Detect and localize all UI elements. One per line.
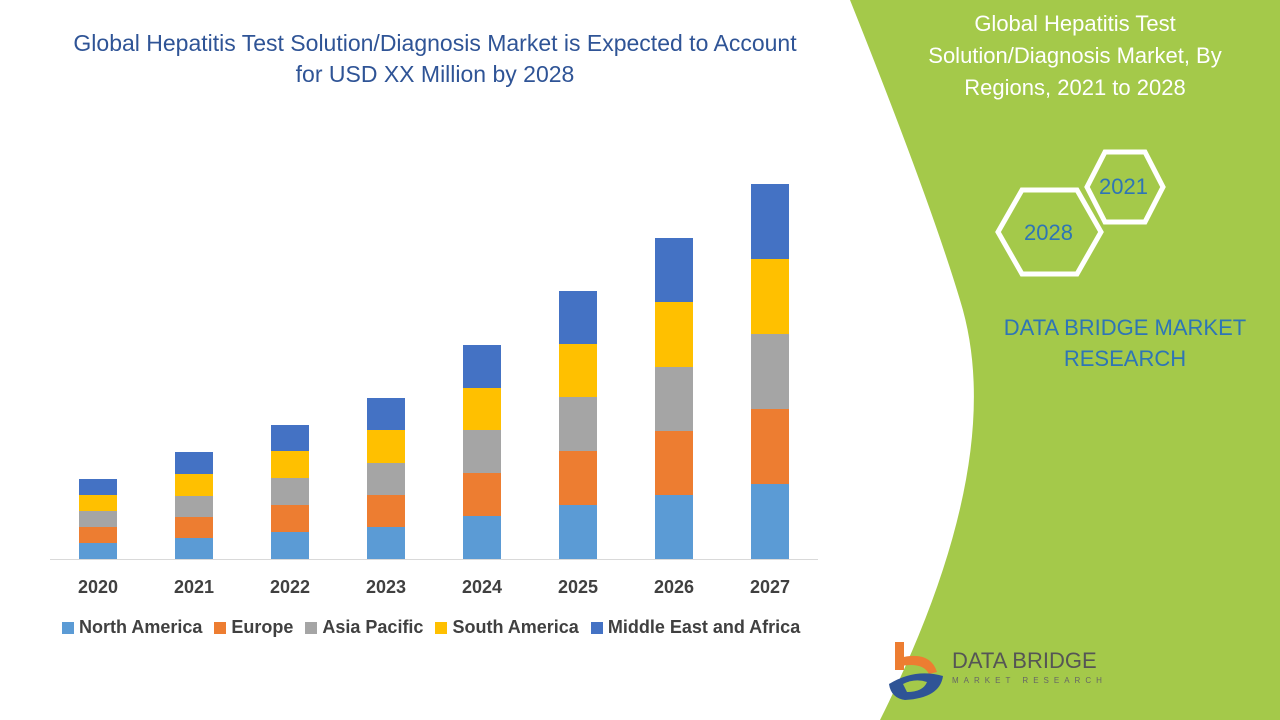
bar-segment (367, 495, 405, 527)
bar-segment (463, 516, 501, 559)
bar-segment (751, 334, 789, 409)
bar-segment (463, 473, 501, 516)
bar-segment (655, 302, 693, 367)
bar-segment (175, 452, 213, 474)
legend-swatch (305, 621, 318, 634)
hex-year-2021: 2021 (1099, 174, 1148, 199)
bar-segment (175, 496, 213, 517)
data-bridge-logo-icon (889, 642, 943, 700)
legend-swatch (435, 621, 448, 634)
bar-segment (271, 425, 309, 451)
bar-segment (271, 478, 309, 505)
bar-segment (751, 409, 789, 484)
x-tick-label: 2024 (462, 577, 502, 597)
legend-item: North America (62, 617, 202, 638)
bar-segment (559, 291, 597, 344)
x-tick-label: 2027 (750, 577, 790, 597)
bar-segment (751, 259, 789, 334)
green-panel (850, 0, 1280, 720)
x-tick-label: 2023 (366, 577, 406, 597)
legend-swatch (214, 621, 227, 634)
bar-segment (175, 538, 213, 559)
bar-segment (559, 397, 597, 451)
bar-segment (79, 479, 117, 495)
legend-label: Middle East and Africa (607, 617, 801, 637)
brand-name: DATA BRIDGE MARKET RESEARCH (1003, 315, 1247, 371)
bar-segment (367, 398, 405, 430)
bar-segment (463, 388, 501, 430)
bar-segment (175, 474, 213, 496)
bar-segment (79, 495, 117, 511)
bar-segment (175, 517, 213, 538)
x-tick-label: 2020 (78, 577, 118, 597)
bar-segment (367, 463, 405, 495)
bar-segment (271, 505, 309, 532)
bar-segment (655, 367, 693, 431)
bar-segment (559, 344, 597, 397)
legend-label: South America (452, 617, 579, 637)
x-tick-label: 2026 (654, 577, 694, 597)
bar-segment (463, 345, 501, 388)
logo-name: DATA BRIDGE (952, 648, 1097, 673)
bar-segment (751, 184, 789, 259)
bar-segment (655, 431, 693, 495)
legend-item: Middle East and Africa (590, 617, 801, 638)
bar-segment (271, 451, 309, 478)
bar-segment (271, 532, 309, 559)
legend: North America Europe Asia Pacific South Ame… (62, 617, 800, 638)
legend-item: South America (435, 617, 579, 638)
legend-label: Europe (231, 617, 294, 637)
legend-swatch (590, 621, 603, 634)
legend-item: Europe (214, 617, 293, 638)
x-tick-label: 2025 (558, 577, 598, 597)
legend-swatch (62, 621, 74, 634)
legend-label: Asia Pacific (322, 617, 424, 637)
chart-title: Global Hepatitis Test Solution/Diagnosis… (73, 30, 797, 87)
bar-segment (79, 527, 117, 543)
bar-segment (751, 484, 789, 559)
bar-segment (79, 543, 117, 559)
bar-segment (655, 495, 693, 559)
bar-segment (559, 505, 597, 559)
bar-segment (463, 430, 501, 473)
hex-year-2028: 2028 (1024, 220, 1073, 245)
x-tick-label: 2022 (270, 577, 310, 597)
hexagon-2028 (995, 187, 1104, 277)
side-panel-title: Global Hepatitis Test Solution/Diagnosis… (928, 11, 1222, 100)
bar-segment (79, 511, 117, 527)
legend-label: North America (79, 617, 203, 637)
hexagon-2021 (1084, 149, 1166, 225)
bar-segment (655, 238, 693, 302)
bar-segment (367, 430, 405, 463)
logo-tagline: MARKET RESEARCH (952, 676, 1107, 685)
bar-segment (367, 527, 405, 559)
bar-segment (559, 451, 597, 505)
legend-item: Asia Pacific (305, 617, 423, 638)
x-tick-label: 2021 (174, 577, 214, 597)
